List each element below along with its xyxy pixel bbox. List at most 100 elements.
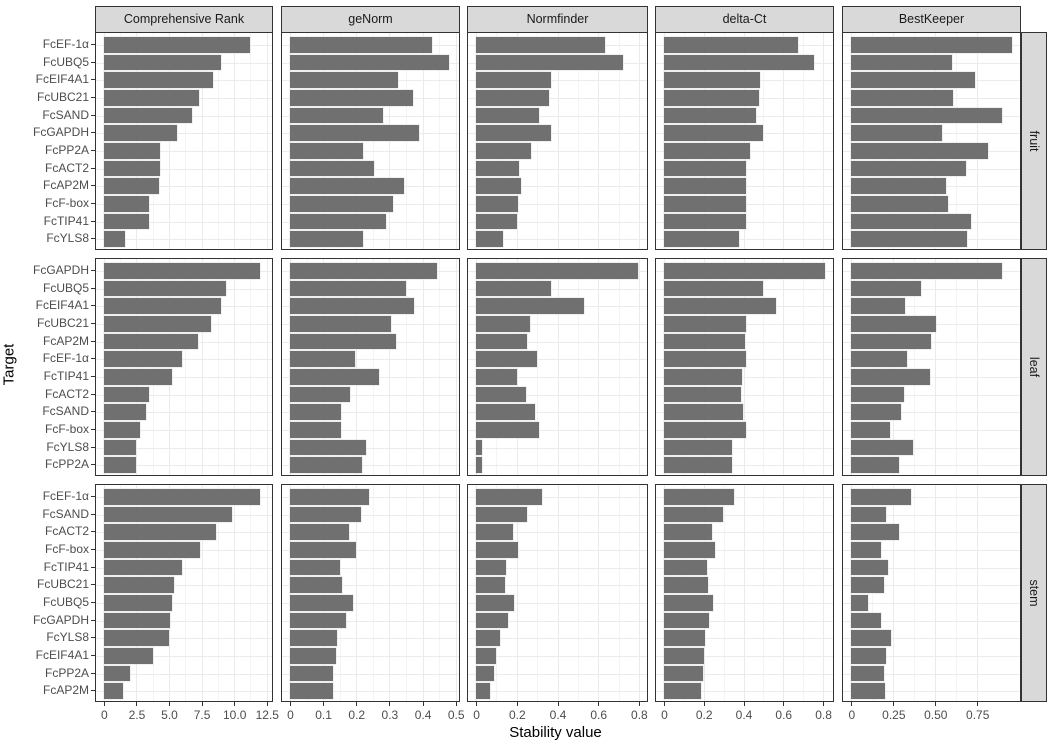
y-tick xyxy=(91,672,95,674)
bar xyxy=(289,36,433,53)
gridline-minor xyxy=(618,485,620,701)
bar xyxy=(851,612,881,629)
bar xyxy=(103,280,227,297)
bar xyxy=(289,195,393,212)
gridline xyxy=(455,485,457,701)
bar xyxy=(476,195,518,212)
gridline xyxy=(516,485,518,701)
gridline-minor xyxy=(185,485,187,701)
bar xyxy=(851,594,869,611)
bar xyxy=(289,262,438,279)
gridline-minor xyxy=(250,259,252,475)
bar xyxy=(289,142,363,159)
y-tick xyxy=(91,495,95,497)
y-tick-label: FcEIF4A1 xyxy=(35,298,89,313)
x-tick xyxy=(598,702,600,706)
x-tick-label: 0.1 xyxy=(315,708,332,722)
bar xyxy=(663,421,747,438)
bar xyxy=(851,351,907,368)
bar xyxy=(851,262,1002,279)
bar xyxy=(476,594,514,611)
bar xyxy=(851,142,988,159)
gridline-minor xyxy=(618,259,620,475)
x-tick-label: 0.8 xyxy=(815,708,832,722)
y-tick-label: FcYLS8 xyxy=(46,231,89,246)
bar xyxy=(476,488,543,505)
gridline xyxy=(282,620,459,622)
x-tick-label: 7.5 xyxy=(193,708,211,722)
gridline xyxy=(656,465,833,467)
x-tick-label: 0.50 xyxy=(924,708,948,722)
gridline xyxy=(282,150,459,152)
gridline xyxy=(656,447,833,449)
x-tick-label: 0.8 xyxy=(631,708,648,722)
x-tick-label: 0 xyxy=(287,708,294,722)
x-tick-label: 0.6 xyxy=(590,708,608,722)
gridline xyxy=(977,259,979,475)
gridline xyxy=(282,239,459,241)
gridline xyxy=(656,602,833,604)
facet-strip-genorm: geNorm xyxy=(281,6,460,33)
gridline xyxy=(282,532,459,534)
x-tick xyxy=(851,702,853,706)
y-tick xyxy=(91,446,95,448)
gridline-minor xyxy=(405,485,407,701)
panel-fruit-delta-ct xyxy=(655,32,834,250)
bar xyxy=(663,142,750,159)
bar xyxy=(103,541,201,558)
gridline xyxy=(656,585,833,587)
gridline xyxy=(468,150,647,152)
bar xyxy=(289,368,380,385)
gridline xyxy=(783,485,785,701)
facet-strip-fruit: fruit xyxy=(1021,32,1047,250)
gridline-minor xyxy=(439,259,441,475)
gridline xyxy=(598,485,600,701)
x-tick-label: 12.5 xyxy=(255,708,279,722)
gridline xyxy=(389,259,391,475)
gridline-minor xyxy=(185,259,187,475)
y-tick xyxy=(91,167,95,169)
bar xyxy=(289,506,362,523)
bar xyxy=(663,280,763,297)
y-tick xyxy=(91,96,95,98)
x-tick-label: 0 xyxy=(661,708,668,722)
gridline xyxy=(843,359,1020,361)
bar xyxy=(851,178,946,195)
gridline xyxy=(935,259,937,475)
x-tick-label: 0.25 xyxy=(882,708,906,722)
bar xyxy=(851,577,885,594)
bar xyxy=(851,665,884,682)
gridline xyxy=(96,186,272,188)
panel-stem-delta-ct xyxy=(655,484,834,702)
gridline xyxy=(282,567,459,569)
gridline xyxy=(656,496,833,498)
gridline xyxy=(935,485,937,701)
gridline xyxy=(656,532,833,534)
gridline xyxy=(598,259,600,475)
gridline-minor xyxy=(439,33,441,249)
y-tick-label: FcGAPDH xyxy=(32,125,89,140)
y-tick xyxy=(91,43,95,45)
y-tick-label: FcPP2A xyxy=(44,142,89,157)
x-tick xyxy=(234,702,236,706)
bar xyxy=(663,506,723,523)
bar xyxy=(476,333,527,350)
y-tick xyxy=(91,79,95,81)
gridline xyxy=(468,447,647,449)
panel-leaf-genorm xyxy=(281,258,460,476)
y-tick xyxy=(91,114,95,116)
x-tick-label: 0 xyxy=(473,708,480,722)
bar xyxy=(289,54,450,71)
gridline xyxy=(843,288,1020,290)
x-tick xyxy=(201,702,203,706)
bar xyxy=(851,315,936,332)
gridline xyxy=(201,33,203,249)
y-tick xyxy=(91,149,95,151)
y-tick xyxy=(91,358,95,360)
y-tick-label: FcSAND xyxy=(42,404,89,419)
gridline xyxy=(96,429,272,431)
bar xyxy=(103,524,216,541)
gridline xyxy=(656,394,833,396)
bar xyxy=(663,160,747,177)
gridline xyxy=(282,465,459,467)
